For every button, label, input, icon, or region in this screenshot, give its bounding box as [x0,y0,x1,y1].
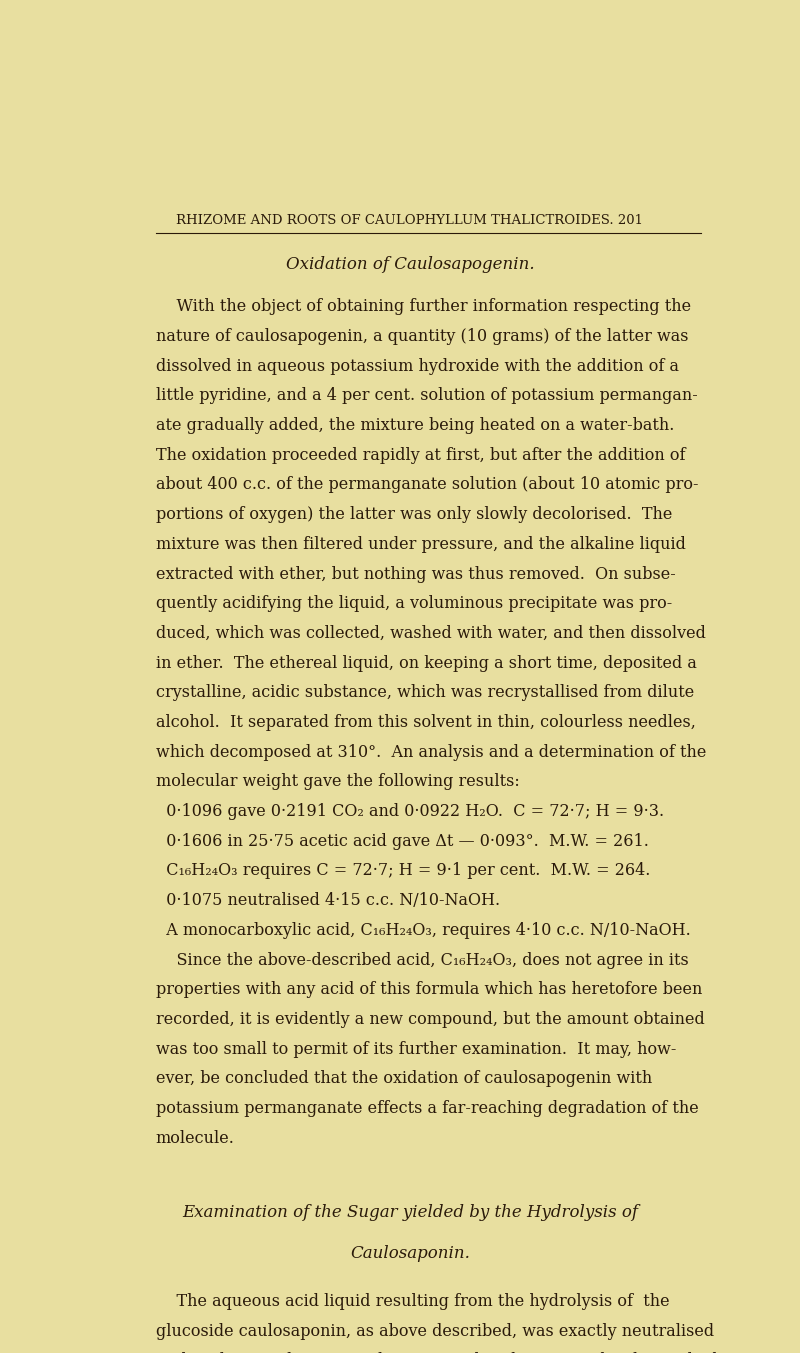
Text: extracted with ether, but nothing was thus removed.  On subse-: extracted with ether, but nothing was th… [156,566,675,583]
Text: properties with any acid of this formula which has heretofore been: properties with any acid of this formula… [156,981,702,999]
Text: A monocarboxylic acid, C₁₆H₂₄O₃, requires 4·10 c.c. N/10-NaOH.: A monocarboxylic acid, C₁₆H₂₄O₃, require… [156,921,690,939]
Text: nature of caulosapogenin, a quantity (10 grams) of the latter was: nature of caulosapogenin, a quantity (10… [156,327,688,345]
Text: in ether.  The ethereal liquid, on keeping a short time, deposited a: in ether. The ethereal liquid, on keepin… [156,655,697,671]
Text: about 400 c.c. of the permanganate solution (about 10 atomic pro-: about 400 c.c. of the permanganate solut… [156,476,698,494]
Text: duced, which was collected, washed with water, and then dissolved: duced, which was collected, washed with … [156,625,706,641]
Text: recorded, it is evidently a new compound, but the amount obtained: recorded, it is evidently a new compound… [156,1011,705,1028]
Text: The aqueous acid liquid resulting from the hydrolysis of  the: The aqueous acid liquid resulting from t… [156,1293,670,1310]
Text: 0·1606 in 25·75 acetic acid gave Δt — 0·093°.  M.W. = 261.: 0·1606 in 25·75 acetic acid gave Δt — 0·… [156,832,649,850]
Text: molecule.: molecule. [156,1130,234,1147]
Text: C₁₆H₂₄O₃ requires C = 72·7; H = 9·1 per cent.  M.W. = 264.: C₁₆H₂₄O₃ requires C = 72·7; H = 9·1 per … [156,862,650,879]
Text: portions of oxygen) the latter was only slowly decolorised.  The: portions of oxygen) the latter was only … [156,506,672,524]
Text: was too small to permit of its further examination.  It may, how-: was too small to permit of its further e… [156,1040,676,1058]
Text: Caulosaponin.: Caulosaponin. [350,1246,470,1262]
Text: glucoside caulosaponin, as above described, was exactly neutralised: glucoside caulosaponin, as above describ… [156,1323,714,1339]
Text: Since the above-described acid, C₁₆H₂₄O₃, does not agree in its: Since the above-described acid, C₁₆H₂₄O₃… [156,951,689,969]
Text: Examination of the Sugar yielded by the Hydrolysis of: Examination of the Sugar yielded by the … [182,1204,638,1220]
Text: With the object of obtaining further information respecting the: With the object of obtaining further inf… [156,298,691,315]
Text: 0·1096 gave 0·2191 CO₂ and 0·0922 H₂O.  C = 72·7; H = 9·3.: 0·1096 gave 0·2191 CO₂ and 0·0922 H₂O. C… [156,804,664,820]
Text: dissolved in aqueous potassium hydroxide with the addition of a: dissolved in aqueous potassium hydroxide… [156,357,678,375]
Text: The oxidation proceeded rapidly at first, but after the addition of: The oxidation proceeded rapidly at first… [156,446,686,464]
Text: alcohol.  It separated from this solvent in thin, colourless needles,: alcohol. It separated from this solvent … [156,714,696,731]
Text: little pyridine, and a 4 per cent. solution of potassium permangan-: little pyridine, and a 4 per cent. solut… [156,387,698,405]
Text: Oxidation of Caulosapogenin.: Oxidation of Caulosapogenin. [286,256,534,273]
Text: potassium permanganate effects a far-reaching degradation of the: potassium permanganate effects a far-rea… [156,1100,698,1118]
Text: 0·1075 neutralised 4·15 c.c. N/10-NaOH.: 0·1075 neutralised 4·15 c.c. N/10-NaOH. [156,892,500,909]
Text: quently acidifying the liquid, a voluminous precipitate was pro-: quently acidifying the liquid, a volumin… [156,595,672,612]
Text: molecular weight gave the following results:: molecular weight gave the following resu… [156,774,519,790]
Text: which decomposed at 310°.  An analysis and a determination of the: which decomposed at 310°. An analysis an… [156,744,706,760]
Text: crystalline, acidic substance, which was recrystallised from dilute: crystalline, acidic substance, which was… [156,685,694,701]
Text: ate gradually added, the mixture being heated on a water-bath.: ate gradually added, the mixture being h… [156,417,674,434]
Text: ever, be concluded that the oxidation of caulosapogenin with: ever, be concluded that the oxidation of… [156,1070,652,1088]
Text: RHIZOME AND ROOTS OF CAULOPHYLLUM THALICTROIDES. 201: RHIZOME AND ROOTS OF CAULOPHYLLUM THALIC… [177,214,643,227]
Text: mixture was then filtered under pressure, and the alkaline liquid: mixture was then filtered under pressure… [156,536,686,553]
